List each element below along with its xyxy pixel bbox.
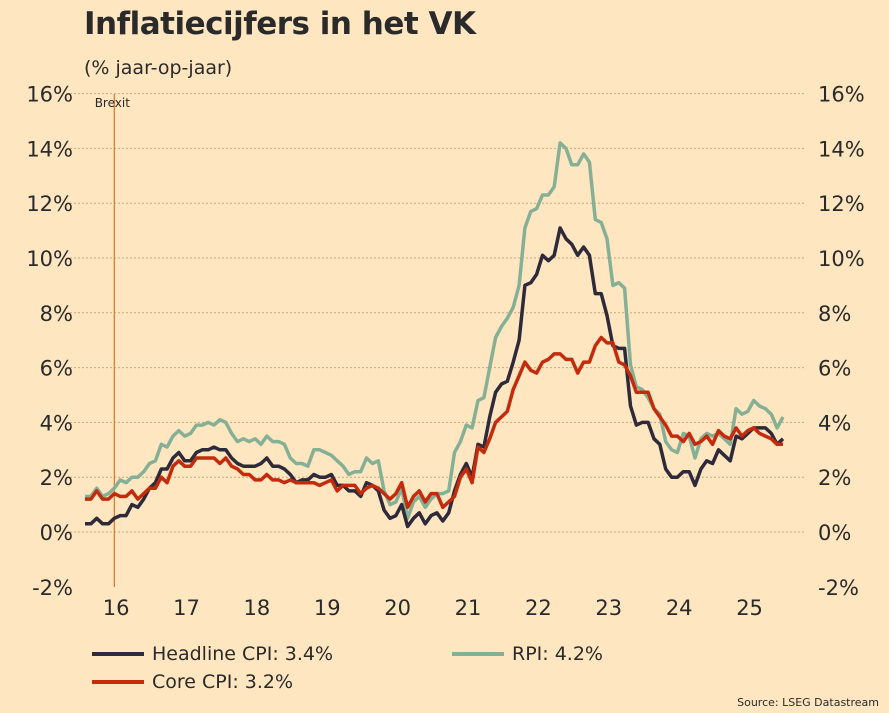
source-note: Source: LSEG Datastream [737, 696, 879, 709]
x-tick: 25 [736, 596, 763, 620]
x-tick: 24 [666, 596, 693, 620]
legend-swatch-core [92, 680, 144, 684]
x-tick: 22 [525, 596, 552, 620]
legend-core: Core CPI: 3.2% [92, 671, 293, 693]
y-tick-right: 2% [818, 466, 851, 490]
y-tick-right: -2% [818, 576, 859, 600]
x-tick: 23 [595, 596, 622, 620]
x-tick: 18 [243, 596, 270, 620]
y-tick-right: 14% [818, 137, 865, 161]
legend-swatch-headline [92, 652, 144, 656]
x-tick: 17 [173, 596, 200, 620]
brexit-label: Brexit [95, 96, 131, 110]
y-tick-left: 8% [40, 302, 73, 326]
y-tick-left: 6% [40, 357, 73, 381]
series-line-rpi [85, 141, 785, 521]
legend-rpi: RPI: 4.2% [452, 643, 603, 665]
series-line-headline-cpi [85, 226, 785, 529]
y-tick-left: 14% [26, 137, 73, 161]
x-tick: 20 [384, 596, 411, 620]
y-tick-right: 8% [818, 302, 851, 326]
y-tick-left: 4% [40, 411, 73, 435]
y-tick-right: 0% [818, 521, 851, 545]
y-tick-left: 10% [26, 247, 73, 271]
y-tick-left: 0% [40, 521, 73, 545]
legend-headline: Headline CPI: 3.4% [92, 643, 333, 665]
y-tick-right: 16% [818, 83, 865, 107]
y-tick-left: 2% [40, 466, 73, 490]
chart-title: Inflatiecijfers in het VK [84, 6, 476, 42]
legend-label-core: Core CPI: 3.2% [152, 671, 294, 693]
y-tick-left: 12% [26, 192, 73, 216]
y-tick-right: 6% [818, 357, 851, 381]
legend-label-rpi: RPI: 4.2% [512, 643, 603, 665]
series-line-core-cpi [85, 335, 783, 510]
y-tick-right: 10% [818, 247, 865, 271]
x-tick: 21 [455, 596, 482, 620]
chart-subtitle: (% jaar-op-jaar) [84, 57, 233, 79]
legend-label-headline: Headline CPI: 3.4% [152, 643, 334, 665]
y-tick-left: 16% [26, 83, 73, 107]
legend-swatch-rpi [452, 652, 504, 656]
y-tick-left: -2% [32, 576, 73, 600]
y-tick-right: 4% [818, 411, 851, 435]
x-tick: 16 [103, 596, 130, 620]
y-tick-right: 12% [818, 192, 865, 216]
x-tick: 19 [314, 596, 341, 620]
